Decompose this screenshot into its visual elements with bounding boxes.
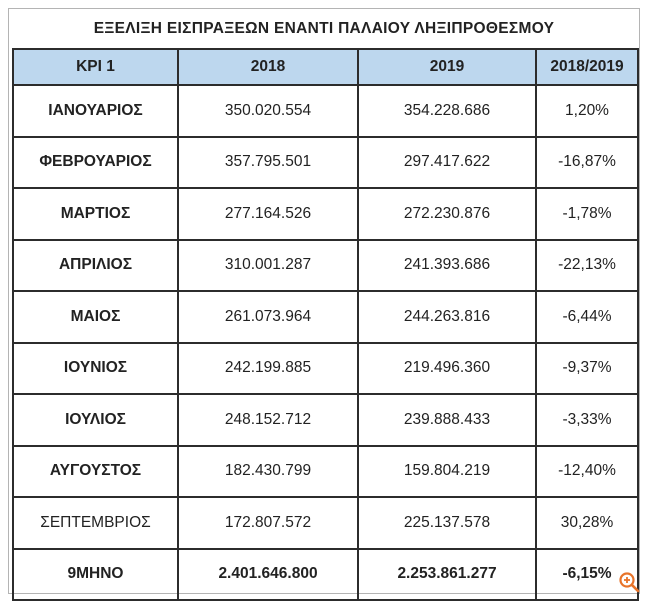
value-2019: 244.263.816 bbox=[357, 290, 537, 344]
change-percent: -9,37% bbox=[535, 341, 639, 395]
value-2019: 239.888.433 bbox=[357, 393, 537, 447]
month-label: ΙΟΥΝΙΟΣ bbox=[12, 341, 179, 395]
month-label: ΙΟΥΛΙΟΣ bbox=[12, 393, 179, 447]
table-row: ΙΟΥΛΙΟΣ 248.152.712 239.888.433 -3,33% bbox=[12, 393, 639, 447]
table-row: ΑΥΓΟΥΣΤΟΣ 182.430.799 159.804.219 -12,40% bbox=[12, 444, 639, 498]
value-2019: 354.228.686 bbox=[357, 84, 537, 138]
table-row: ΑΠΡΙΛΙΟΣ 310.001.287 241.393.686 -22,13% bbox=[12, 238, 639, 292]
total-label: 9ΜΗΝΟ bbox=[12, 547, 179, 601]
change-percent: 1,20% bbox=[535, 84, 639, 138]
table-row: ΣΕΠΤΕΜΒΡΙΟΣ 172.807.572 225.137.578 30,28% bbox=[12, 496, 639, 550]
zoom-in-icon[interactable] bbox=[618, 571, 640, 593]
column-header-kpi: KPI 1 bbox=[12, 48, 179, 86]
column-header-2019: 2019 bbox=[357, 48, 537, 86]
table-row: ΜΑΡΤΙΟΣ 277.164.526 272.230.876 -1,78% bbox=[12, 187, 639, 241]
value-2019: 159.804.219 bbox=[357, 444, 537, 498]
change-percent: 30,28% bbox=[535, 496, 639, 550]
value-2019: 272.230.876 bbox=[357, 187, 537, 241]
value-2018: 242.199.885 bbox=[177, 341, 359, 395]
table-title: ΕΞΕΛΙΞΗ ΕΙΣΠΡΑΞΕΩΝ ΕΝΑΝΤΙ ΠΑΛΑΙΟΥ ΛΗΞΙΠΡ… bbox=[93, 20, 555, 37]
table-card: ΕΞΕΛΙΞΗ ΕΙΣΠΡΑΞΕΩΝ ΕΝΑΝΤΙ ΠΑΛΑΙΟΥ ΛΗΞΙΠΡ… bbox=[8, 8, 640, 601]
change-percent: -12,40% bbox=[535, 444, 639, 498]
month-label: ΑΠΡΙΛΙΟΣ bbox=[12, 238, 179, 292]
change-percent: -6,44% bbox=[535, 290, 639, 344]
value-2018: 248.152.712 bbox=[177, 393, 359, 447]
change-percent: -1,78% bbox=[535, 187, 639, 241]
total-change: -6,15% bbox=[535, 547, 639, 601]
value-2018: 277.164.526 bbox=[177, 187, 359, 241]
month-label: ΜΑΡΤΙΟΣ bbox=[12, 187, 179, 241]
change-percent: -16,87% bbox=[535, 135, 639, 189]
month-label: ΣΕΠΤΕΜΒΡΙΟΣ bbox=[12, 496, 179, 550]
month-label: ΦΕΒΡΟΥΑΡΙΟΣ bbox=[12, 135, 179, 189]
value-2018: 350.020.554 bbox=[177, 84, 359, 138]
change-percent: -22,13% bbox=[535, 238, 639, 292]
total-2019: 2.253.861.277 bbox=[357, 547, 537, 601]
total-2018: 2.401.646.800 bbox=[177, 547, 359, 601]
month-label: ΙΑΝΟΥΑΡΙΟΣ bbox=[12, 84, 179, 138]
table-row: ΙΟΥΝΙΟΣ 242.199.885 219.496.360 -9,37% bbox=[12, 341, 639, 395]
value-2019: 297.417.622 bbox=[357, 135, 537, 189]
value-2019: 225.137.578 bbox=[357, 496, 537, 550]
value-2018: 172.807.572 bbox=[177, 496, 359, 550]
month-label: ΑΥΓΟΥΣΤΟΣ bbox=[12, 444, 179, 498]
value-2019: 219.496.360 bbox=[357, 341, 537, 395]
header-row: KPI 1 2018 2019 2018/2019 bbox=[12, 48, 639, 86]
value-2018: 182.430.799 bbox=[177, 444, 359, 498]
table-row: ΙΑΝΟΥΑΡΙΟΣ 350.020.554 354.228.686 1,20% bbox=[12, 84, 639, 138]
value-2018: 310.001.287 bbox=[177, 238, 359, 292]
month-label: ΜΑΙΟΣ bbox=[12, 290, 179, 344]
collections-table: KPI 1 2018 2019 2018/2019 ΙΑΝΟΥΑΡΙΟΣ 350.… bbox=[12, 48, 639, 601]
column-header-2018: 2018 bbox=[177, 48, 359, 86]
column-header-change: 2018/2019 bbox=[535, 48, 639, 86]
value-2018: 261.073.964 bbox=[177, 290, 359, 344]
table-row: ΦΕΒΡΟΥΑΡΙΟΣ 357.795.501 297.417.622 -16,87% bbox=[12, 135, 639, 189]
value-2018: 357.795.501 bbox=[177, 135, 359, 189]
table-row: ΜΑΙΟΣ 261.073.964 244.263.816 -6,44% bbox=[12, 290, 639, 344]
total-row: 9ΜΗΝΟ 2.401.646.800 2.253.861.277 -6,15% bbox=[12, 547, 639, 601]
value-2019: 241.393.686 bbox=[357, 238, 537, 292]
change-percent: -3,33% bbox=[535, 393, 639, 447]
